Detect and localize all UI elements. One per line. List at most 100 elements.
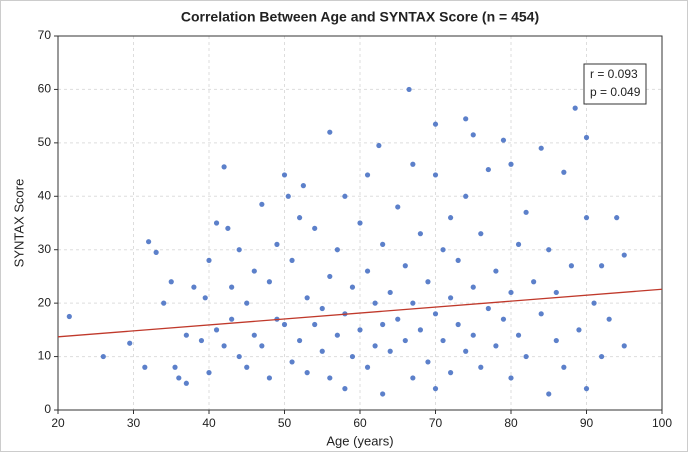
point [357,327,363,333]
point [334,332,340,338]
point [410,161,416,167]
point [213,327,220,333]
point [206,370,212,376]
point [127,340,133,346]
x-tick-label: 50 [278,416,292,430]
point [289,359,295,365]
point [183,380,189,386]
point [417,327,423,333]
point [289,257,295,263]
point [538,145,544,151]
point [485,166,491,173]
point [191,284,197,290]
point [146,239,152,245]
point [244,364,250,370]
y-tick-label: 30 [38,242,52,256]
point [259,201,265,207]
point [229,284,235,290]
point [236,353,242,360]
point [334,247,340,253]
point [500,137,507,143]
point [312,225,318,231]
point [213,220,220,226]
point [448,295,454,301]
y-tick-label: 60 [38,82,52,96]
point [357,220,363,226]
point [440,247,446,253]
point [591,300,597,306]
point [395,204,401,210]
point [387,289,393,296]
point [432,121,439,127]
point [380,321,386,328]
point [410,300,416,306]
point [614,215,620,221]
point [523,353,529,360]
point [376,142,382,149]
y-tick-label: 70 [38,28,52,42]
y-tick-label: 50 [38,135,52,149]
point [455,321,461,328]
point [621,252,627,258]
point [410,375,416,381]
x-axis-label: Age (years) [326,433,393,448]
point [312,321,318,328]
point [372,343,378,349]
point [402,337,408,344]
point [432,311,439,317]
point [364,364,371,370]
point [455,257,461,263]
point [606,316,612,322]
point [448,215,454,221]
y-tick-label: 0 [44,402,51,416]
y-tick-label: 20 [38,295,52,309]
x-tick-label: 100 [652,416,672,430]
point [319,348,325,354]
point [153,249,159,255]
point [285,193,291,199]
y-tick-label: 10 [38,349,52,363]
x-tick-label: 60 [353,416,367,430]
x-tick-label: 30 [127,416,141,430]
x-tick-label: 40 [202,416,216,430]
point [470,132,476,138]
point [66,313,72,320]
point [599,353,605,360]
annotation: p = 0.049 [590,85,641,99]
point [417,231,423,237]
point [281,172,288,178]
point [463,116,469,122]
point [349,353,356,360]
point [572,105,578,111]
point [493,268,499,274]
point [531,279,537,285]
point [172,364,178,370]
point [583,386,590,392]
point [470,332,476,338]
point [327,375,333,381]
point [198,337,205,344]
point [380,241,386,247]
point [478,364,484,370]
point [402,263,408,269]
point [493,343,499,349]
point [621,343,627,349]
point [515,332,522,338]
point [244,300,250,306]
point [372,300,378,306]
point [568,263,575,269]
point [183,332,189,338]
trend-line [57,288,663,338]
point [440,337,446,344]
point [432,386,439,392]
y-axis-label: SYNTAX Score [11,179,26,268]
point [364,268,371,274]
point [221,164,227,170]
point [387,348,393,354]
annotation-box [583,63,647,105]
point [508,161,514,167]
y-tick-label: 40 [38,188,52,202]
point [380,391,386,397]
